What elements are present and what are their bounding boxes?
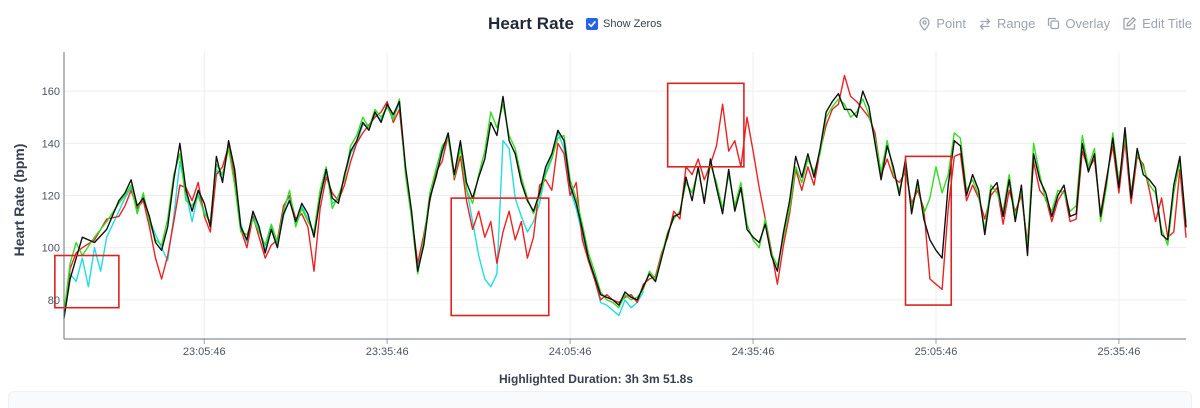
axes-layer: 80 100 120 140 160 23:05:46 23:35:46 24:05:46 24… <box>42 52 1186 358</box>
show-zeros-toggle[interactable]: Show Zeros <box>586 18 662 30</box>
x-tick-label: 25:35:46 <box>1098 346 1141 358</box>
point-button[interactable]: Point <box>918 16 966 31</box>
chart-title: Heart Rate <box>488 14 575 33</box>
heart-rate-chart[interactable]: 80 100 120 140 160 23:05:46 23:35:46 24:05:46 24… <box>0 0 1200 390</box>
y-tick-label: 160 <box>42 86 60 98</box>
y-tick-label: 100 <box>42 243 60 255</box>
y-tick-label: 140 <box>42 138 60 150</box>
highlight-box <box>450 197 550 317</box>
series-line <box>63 90 1187 319</box>
copy-icon <box>1048 17 1060 30</box>
x-tick-label: 23:05:46 <box>183 346 226 358</box>
chart-toolbar: Point Range Overlay Edit Title <box>918 16 1192 31</box>
range-button[interactable]: Range <box>978 16 1035 31</box>
map-pin-icon <box>919 16 931 31</box>
overlay-button[interactable]: Overlay <box>1047 16 1110 31</box>
x-tick-label: 23:35:46 <box>366 346 409 358</box>
x-tick-label: 24:35:46 <box>732 346 775 358</box>
footer-panel <box>8 391 1192 408</box>
highlight-box <box>904 155 953 306</box>
y-tick-label: 120 <box>42 191 60 203</box>
highlight-box <box>54 254 120 309</box>
edit-title-button[interactable]: Edit Title <box>1122 16 1192 31</box>
range-label: Range <box>997 16 1036 31</box>
edit-title-label: Edit Title <box>1142 16 1192 31</box>
x-tick-label: 24:05:46 <box>549 346 592 358</box>
series-layer <box>63 74 1187 319</box>
checkmark-icon <box>588 21 596 28</box>
y-tick-label: 80 <box>48 295 60 307</box>
edit-pencil-icon <box>1123 17 1137 30</box>
point-label: Point <box>936 16 967 31</box>
overlay-label: Overlay <box>1065 16 1111 31</box>
chart-header: Heart Rate Show Zeros Point Range <box>0 0 1200 50</box>
title-group: Heart Rate Show Zeros <box>488 14 662 34</box>
highlighted-duration: Highlighted Duration: 3h 3m 51.8s <box>499 372 693 386</box>
highlight-layer <box>54 82 953 317</box>
highlight-box <box>666 82 745 168</box>
x-tick-label: 25:05:46 <box>915 346 958 358</box>
y-axis-label: Heart Rate (bpm) <box>11 144 27 257</box>
swap-arrows-icon <box>979 17 991 30</box>
show-zeros-label: Show Zeros <box>603 18 662 30</box>
show-zeros-checkbox[interactable] <box>586 18 599 30</box>
